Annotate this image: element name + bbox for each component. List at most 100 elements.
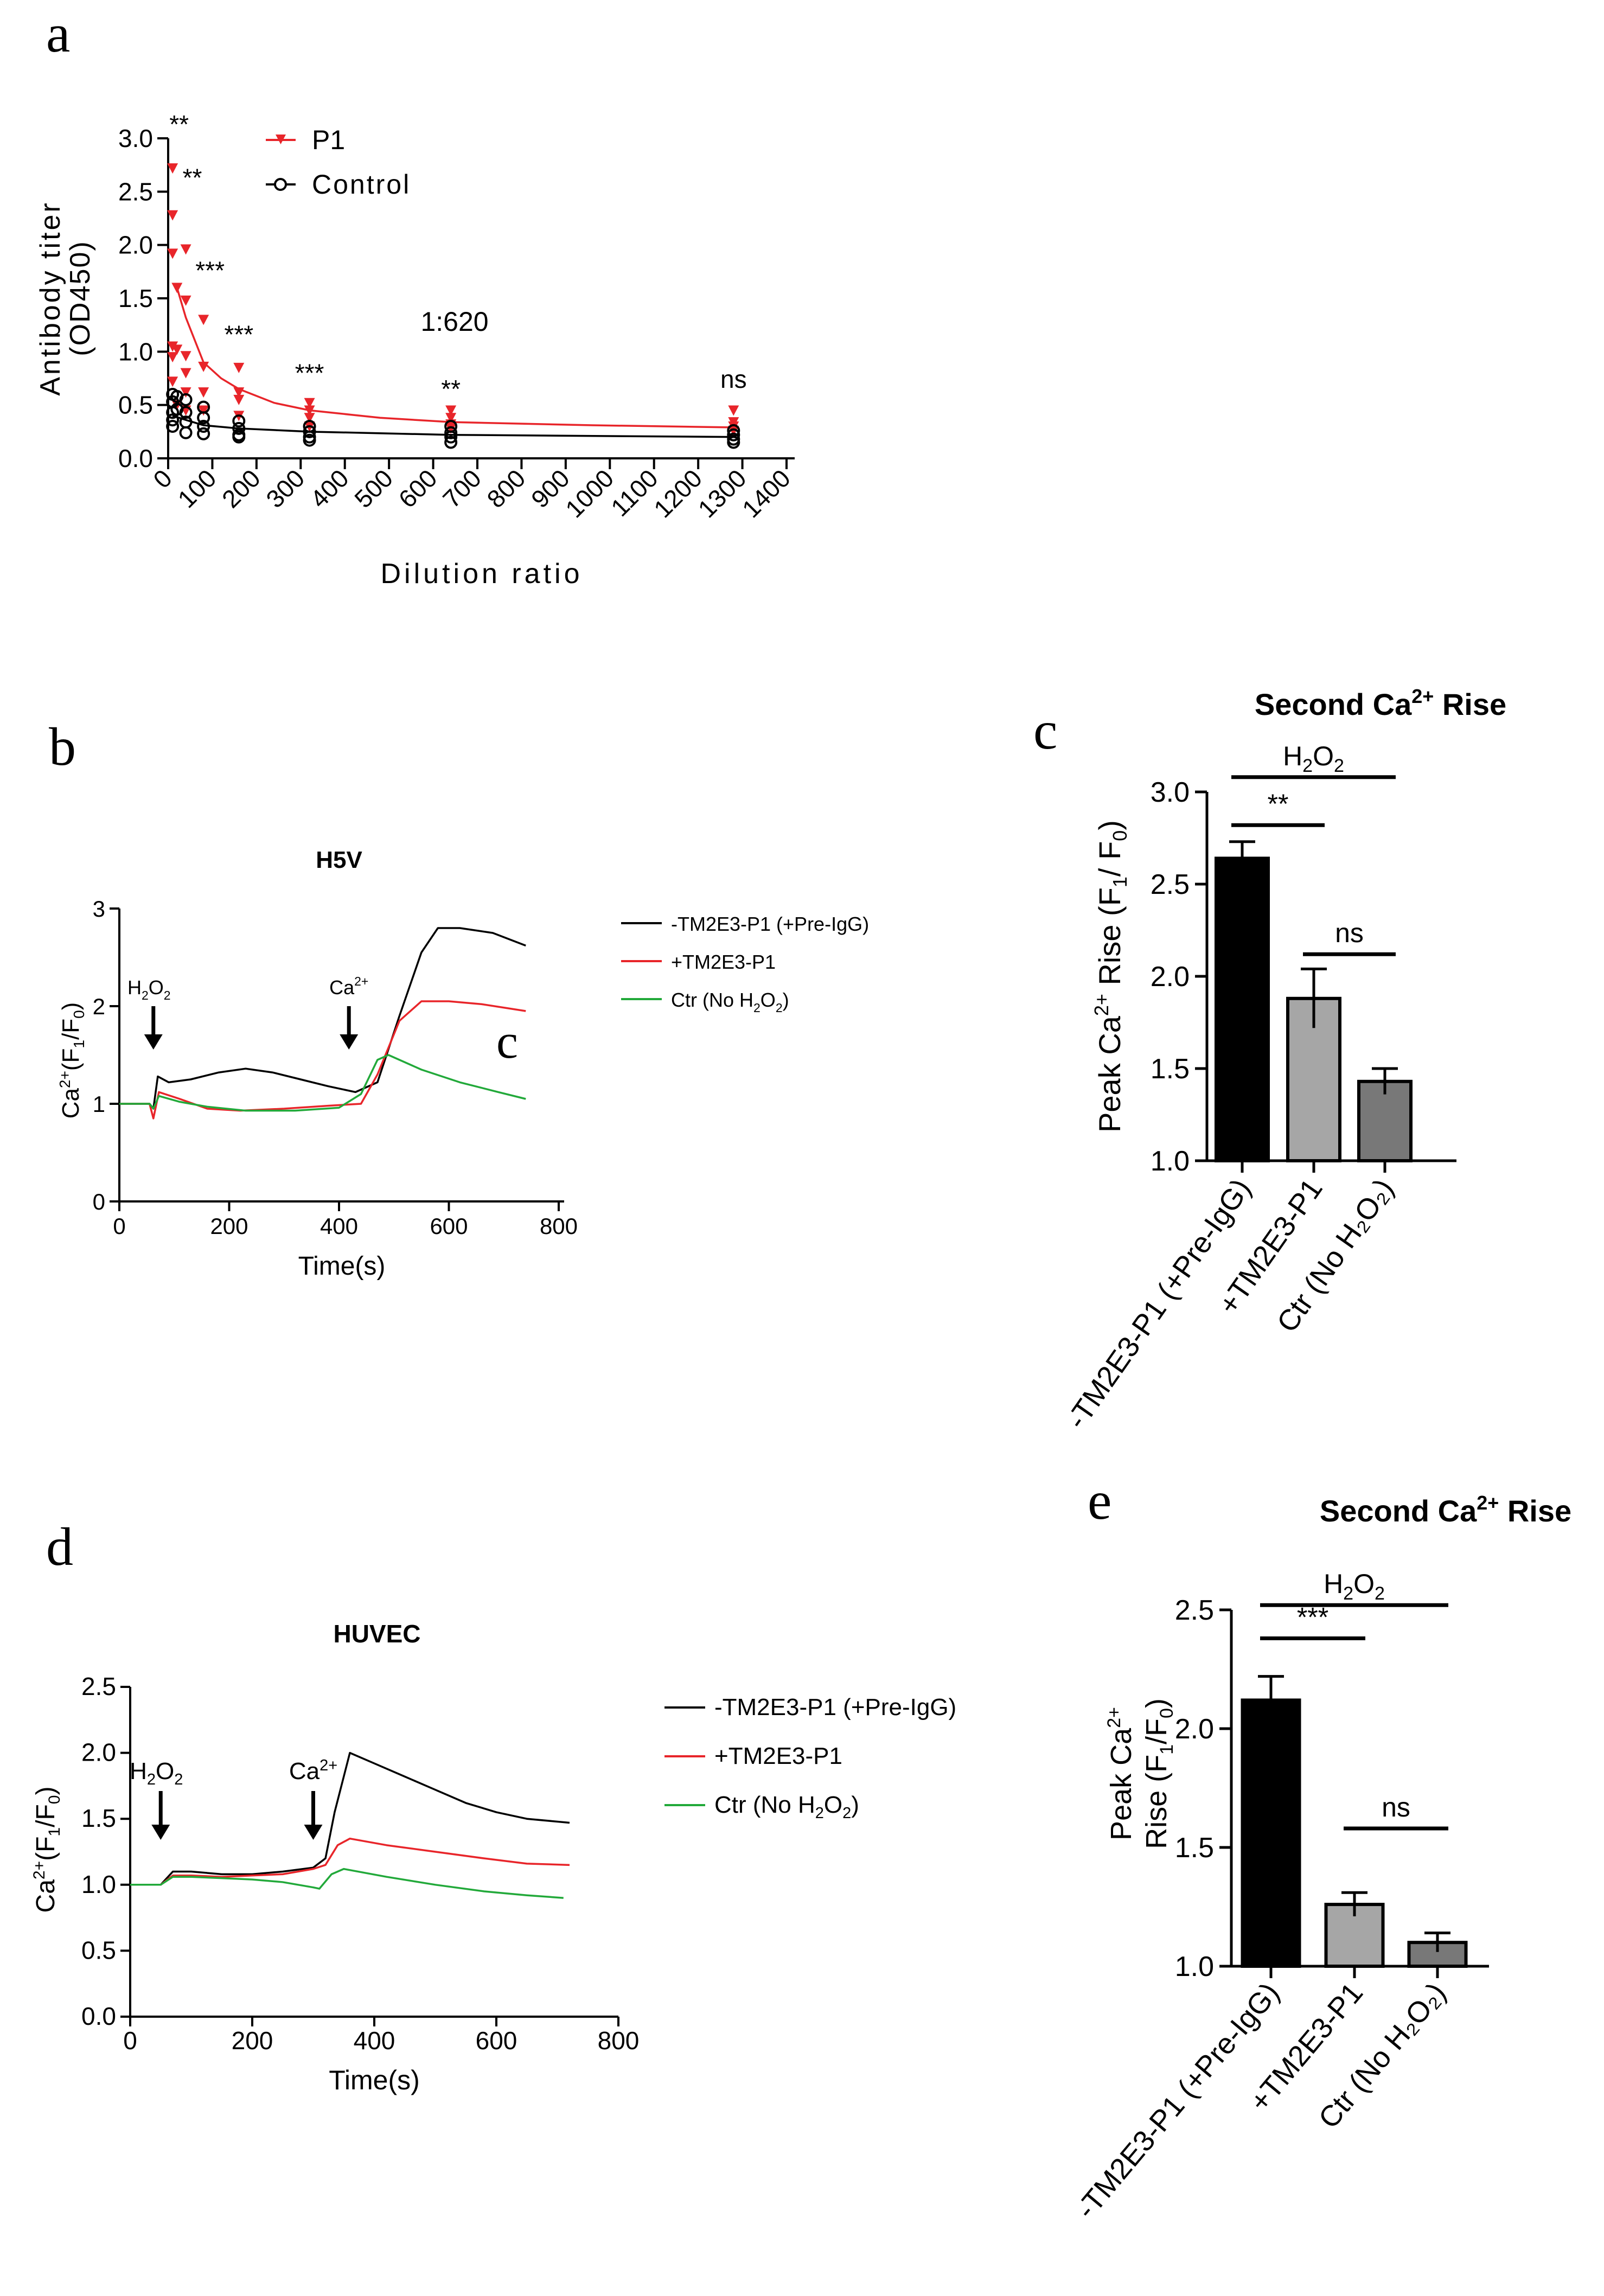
a-point-control <box>232 421 246 435</box>
a-point-p1 <box>180 351 191 362</box>
a-point-control <box>197 427 210 440</box>
e-y-tick-label: 2.0 <box>1175 1713 1214 1745</box>
d-trace-0 <box>130 1751 570 1886</box>
a-point-p1 <box>304 398 315 408</box>
d-x-axis-label: Time(s) <box>329 2065 420 2095</box>
a-point-control <box>232 430 246 444</box>
a-point-p1 <box>167 248 178 259</box>
a-point-p1 <box>233 387 245 398</box>
panel-label-d: d <box>46 1517 73 1577</box>
a-point-p1 <box>180 295 191 306</box>
a-point-p1 <box>167 210 178 221</box>
d-arrows: H2O2 Ca2+ <box>130 1757 337 1840</box>
c-y-tick-label: 2.5 <box>1151 869 1190 900</box>
d-x-tick-label: 800 <box>598 2026 640 2055</box>
a-point-p1 <box>198 361 209 372</box>
b-ticks: 0 200 400 600 800 0 1 2 3 <box>93 896 578 1239</box>
a-legend-control-marker <box>274 178 287 191</box>
a-x-tick-label: 500 <box>349 464 398 513</box>
d-trace-2 <box>130 1868 564 1899</box>
a-significance-label: ** <box>183 164 202 192</box>
a-x-tick-label: 700 <box>437 464 487 513</box>
c-y-axis-label: Peak Ca2+ Rise (F1/ F0) <box>1090 820 1131 1133</box>
panel-label-c: c <box>1033 700 1057 760</box>
d-trace-1 <box>130 1837 570 1886</box>
a-point-p1 <box>304 405 315 416</box>
c-y-tick-label: 1.0 <box>1151 1146 1190 1177</box>
b-x-tick-label: 400 <box>320 1213 358 1239</box>
d-y-tick-label: 0.0 <box>81 2002 116 2030</box>
b-y-tick-label: 2 <box>93 994 105 1019</box>
b-arrow-label: H2O2 <box>127 976 171 1002</box>
a-y-axis-label-line1: Antibody titer <box>35 201 66 396</box>
d-y-tick-label: 1.5 <box>81 1804 116 1832</box>
e-y-axis-label-line2: Rise (F1/F0) <box>1140 1698 1177 1849</box>
a-y-tick-label: 2.0 <box>118 231 153 259</box>
a-significance-label: ** <box>169 110 189 138</box>
a-point-control <box>179 393 193 406</box>
e-y-axis-label-line1: Peak Ca2+ <box>1104 1707 1138 1840</box>
d-y-axis-label: Ca2+(F1/F0) <box>30 1787 63 1913</box>
c-bracket-label-0: H2O2 <box>1283 741 1344 776</box>
a-x-tick-label: 1000 <box>560 464 619 523</box>
b-trace-1 <box>119 1000 526 1120</box>
b-title: H5V <box>316 847 362 873</box>
b-x-tick-label: 0 <box>113 1213 125 1239</box>
a-point-p1 <box>728 405 739 416</box>
a-point-p1 <box>728 425 739 436</box>
b-x-tick-label: 800 <box>540 1213 578 1239</box>
d-y-tick-label: 0.5 <box>81 1936 116 1964</box>
b-x-axis-label: Time(s) <box>298 1252 386 1281</box>
d-legend-text-0: -TM2E3-P1 (+Pre-IgG) <box>714 1694 956 1721</box>
a-significance: *************** ns <box>169 110 746 403</box>
a-point-p1 <box>198 387 209 398</box>
a-x-tick-label: 300 <box>260 464 310 513</box>
a-point-p1 <box>171 344 183 355</box>
c-y-tick-label: 3.0 <box>1151 777 1190 808</box>
a-point-p1 <box>445 423 457 434</box>
a-x-tick-label: 1100 <box>605 464 663 522</box>
d-ticks: 0 200 400 600 800 0.0 0.5 1.0 1.5 2.0 2.5 <box>81 1672 639 2055</box>
b-y-tick-label: 3 <box>93 896 105 922</box>
panel-label-a: a <box>46 3 70 63</box>
b-legend-text-2: Ctr (No H2O2) <box>671 989 789 1015</box>
a-point-p1 <box>171 283 183 293</box>
a-point-p1 <box>198 315 209 325</box>
e-title: Second Ca2+ Rise <box>1320 1492 1571 1528</box>
a-y-tick-label: 0.0 <box>118 444 153 472</box>
c-y-tick-label: 1.5 <box>1151 1053 1190 1085</box>
a-point-p1 <box>180 368 191 379</box>
a-legend-p1-marker <box>276 135 286 144</box>
b-arrow-label: Ca2+ <box>329 974 368 999</box>
b-y-axis-label: Ca2+(F1/F0) <box>56 1002 87 1119</box>
e-bar-0 <box>1241 1698 1301 1968</box>
b-y-tick-label: 0 <box>93 1189 105 1214</box>
a-point-p1 <box>445 413 457 424</box>
b-x-tick-label: 600 <box>430 1213 468 1239</box>
a-point-p1 <box>233 362 245 373</box>
a-point-p1 <box>233 394 245 405</box>
c-bar-2 <box>1357 1079 1413 1163</box>
a-point-control <box>166 420 180 433</box>
a-point-control <box>444 436 458 449</box>
a-point-control <box>179 406 193 419</box>
a-point-control <box>303 433 316 447</box>
a-significance-label: *** <box>295 359 324 387</box>
b-traces <box>119 927 526 1120</box>
panel-d: HUVEC 0 200 400 600 800 0.0 0.5 1.0 1.5 2.0 2.5 H2… <box>30 1620 956 2095</box>
e-y-tick-label: 2.5 <box>1175 1595 1214 1626</box>
d-x-tick-label: 600 <box>476 2026 517 2055</box>
a-point-control <box>197 420 210 433</box>
a-x-tick-label: 1300 <box>693 464 752 523</box>
b-legend-text-0: -TM2E3-P1 (+Pre-IgG) <box>671 913 869 935</box>
panel-a: 0100200300400500600700800900100011001200… <box>35 110 796 590</box>
a-point-p1 <box>167 352 178 363</box>
c-bracket-label-2: ns <box>1335 918 1364 948</box>
a-y-axis-label-line2: (OD450) <box>65 240 96 356</box>
d-legend: -TM2E3-P1 (+Pre-IgG) +TM2E3-P1 Ctr (No H2O… <box>664 1694 956 1822</box>
d-title: HUVEC <box>333 1620 420 1648</box>
a-x-tick-label: 400 <box>305 464 354 513</box>
a-y-tick-label: 3.0 <box>118 124 153 152</box>
